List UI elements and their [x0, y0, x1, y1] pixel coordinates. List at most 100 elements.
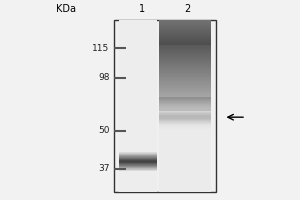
Bar	[159, 149, 211, 150]
Bar	[159, 119, 211, 120]
Bar	[119, 35, 157, 36]
Bar	[159, 39, 211, 40]
Bar	[159, 177, 211, 178]
Bar	[159, 45, 211, 46]
Bar	[159, 51, 211, 52]
Bar	[119, 96, 157, 97]
Bar	[119, 63, 157, 64]
Bar	[119, 79, 157, 80]
Bar	[119, 117, 157, 118]
Bar	[159, 145, 211, 146]
Bar	[159, 55, 211, 56]
Bar	[119, 108, 157, 109]
Bar	[159, 62, 211, 63]
Bar	[119, 61, 157, 62]
Bar	[159, 127, 211, 128]
Bar	[159, 66, 211, 67]
Bar	[119, 143, 157, 144]
Bar	[159, 186, 211, 187]
Bar	[159, 81, 211, 82]
Bar	[159, 107, 211, 108]
Bar	[159, 70, 211, 71]
Bar	[119, 176, 157, 177]
Bar	[159, 176, 211, 177]
Bar	[119, 50, 157, 51]
Bar	[159, 87, 211, 88]
Bar	[159, 56, 211, 57]
Bar	[119, 147, 157, 148]
Bar	[159, 132, 211, 133]
Bar	[119, 121, 157, 122]
Bar	[119, 101, 157, 102]
Bar	[159, 184, 211, 185]
Bar	[159, 142, 211, 143]
Bar	[119, 110, 157, 111]
Bar	[119, 99, 157, 100]
Bar	[159, 82, 211, 83]
Bar	[119, 126, 157, 127]
Bar	[159, 46, 211, 47]
Bar	[119, 107, 157, 108]
Bar	[159, 171, 211, 172]
Bar	[119, 173, 157, 174]
Bar	[119, 114, 157, 115]
Bar	[119, 137, 157, 138]
Bar	[159, 133, 211, 134]
Bar	[159, 23, 211, 24]
Bar	[119, 153, 157, 154]
Text: KDa: KDa	[56, 4, 76, 14]
Bar	[159, 187, 211, 188]
Bar	[119, 97, 157, 98]
Bar	[119, 163, 157, 164]
Bar	[159, 92, 211, 93]
Bar	[119, 75, 157, 76]
Bar	[119, 73, 157, 74]
Bar	[159, 178, 211, 179]
Bar	[159, 104, 211, 105]
Bar	[159, 36, 211, 37]
Bar	[159, 166, 211, 167]
Bar	[159, 47, 211, 48]
Bar	[159, 84, 211, 85]
Bar	[119, 187, 157, 188]
Bar	[119, 183, 157, 184]
Bar	[159, 170, 211, 171]
Bar	[159, 143, 211, 144]
Bar	[159, 89, 211, 90]
Bar	[159, 48, 211, 49]
Bar	[119, 23, 157, 24]
Bar	[119, 106, 157, 107]
Bar	[159, 134, 211, 135]
Bar	[119, 190, 157, 191]
Bar	[119, 72, 157, 73]
Bar	[159, 146, 211, 147]
Bar	[119, 22, 157, 23]
Bar	[119, 152, 157, 153]
Bar	[119, 51, 157, 52]
Bar	[159, 108, 211, 109]
Bar	[159, 124, 211, 125]
Bar	[159, 121, 211, 122]
Bar	[159, 75, 211, 76]
Bar	[119, 87, 157, 88]
Bar	[159, 78, 211, 79]
Bar	[119, 131, 157, 132]
Bar	[159, 169, 211, 170]
Bar	[159, 83, 211, 84]
Bar	[119, 34, 157, 35]
Bar	[159, 160, 211, 161]
Bar	[159, 144, 211, 145]
Bar	[159, 21, 211, 22]
Bar	[159, 32, 211, 33]
Bar	[119, 38, 157, 39]
Bar	[119, 36, 157, 37]
Bar	[119, 189, 157, 190]
Bar	[119, 45, 157, 46]
Bar	[159, 190, 211, 191]
Bar	[159, 182, 211, 183]
Bar	[159, 77, 211, 78]
Bar	[119, 178, 157, 179]
Bar	[119, 154, 157, 155]
Bar	[119, 123, 157, 124]
Text: 2: 2	[184, 4, 190, 14]
